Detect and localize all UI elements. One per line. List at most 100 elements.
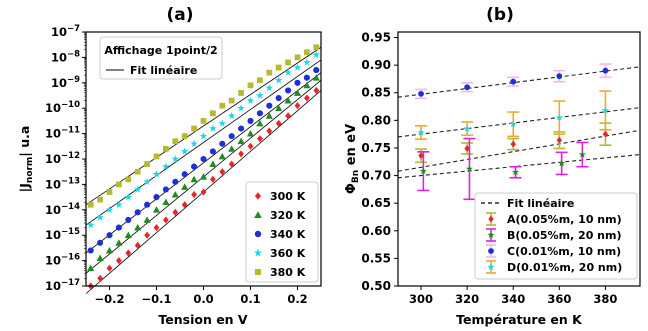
panel-a-data-point xyxy=(125,249,132,257)
panel-a-data-point xyxy=(218,119,227,127)
panel-a-data-point xyxy=(313,44,320,51)
panel-b-legend-fit-label: Fit linéaire xyxy=(507,197,574,210)
panel-b-y-tick-label: 0.90 xyxy=(361,58,391,72)
panel-b-y-tick-label: 0.55 xyxy=(361,251,391,265)
panel-a-data-point xyxy=(125,216,132,224)
panel-a-data-point xyxy=(125,176,132,183)
panel-a-data-point xyxy=(237,104,245,112)
panel-a-data-point xyxy=(96,254,104,261)
panel-a-data-point xyxy=(171,190,179,198)
panel-a-data-point xyxy=(210,110,216,117)
panel-b-x-axis-label: Température en K xyxy=(456,312,583,327)
panel-a-y-tick-label: 10−12 xyxy=(45,151,80,166)
panel-a-data-point xyxy=(162,198,170,206)
panel-a-data-point xyxy=(86,221,95,229)
panel-a-data-point xyxy=(209,124,217,132)
panel-a-data-point xyxy=(294,79,301,86)
panel-b-data-point xyxy=(602,67,609,74)
panel-a-data-point xyxy=(87,264,95,272)
panel-a-y-tick-label: 10−17 xyxy=(45,278,80,293)
panel-b-x-tick-label: 360 xyxy=(547,292,571,306)
panel-a-x-tick-label: 0.0 xyxy=(193,292,213,306)
panel-b-data-point xyxy=(510,140,516,148)
panel-b-label: (b) xyxy=(486,5,514,25)
panel-b-y-tick-label: 0.65 xyxy=(361,196,391,210)
panel-a-data-point xyxy=(153,153,160,160)
panel-a-info-box: Affichage 1point/2 Fit linéaire xyxy=(99,36,223,80)
panel-a-data-point xyxy=(227,111,236,120)
panel-a-data-point xyxy=(116,181,122,188)
panel-a-data-point xyxy=(134,209,141,216)
panel-b-data-point xyxy=(602,130,609,138)
panel-a-data-point xyxy=(266,102,273,109)
panel-a-data-point xyxy=(303,58,311,66)
panel-a-data-point xyxy=(275,119,282,128)
panel-a-legend-marker xyxy=(254,268,262,276)
panel-b-data-point xyxy=(419,167,427,175)
panel-a-data-point xyxy=(228,133,235,140)
panel-a-data-point xyxy=(284,68,292,76)
panel-a-fit-line xyxy=(85,46,322,206)
panel-a-data-point xyxy=(266,127,273,135)
panel-a-data-point xyxy=(200,118,207,124)
panel-a-data-point xyxy=(97,274,103,282)
panel-a-data-point xyxy=(134,241,141,249)
panel-a-legend: 300 K 320 K 340 K 360 K 380 K xyxy=(245,181,319,283)
panel-b-y-tick-label: 0.70 xyxy=(361,169,391,183)
panel-a-y-tick-label: 10−10 xyxy=(45,100,80,115)
panel-a-data-point xyxy=(200,188,207,196)
panel-b-data-point xyxy=(556,73,563,80)
panel-a-data-point xyxy=(228,145,236,152)
panel-a-data-point xyxy=(152,170,161,178)
panel-a-data-point xyxy=(163,216,169,224)
panel-a-data-point xyxy=(181,133,188,140)
panel-a-data-point xyxy=(143,216,151,223)
panel-a-data-point xyxy=(256,119,264,127)
panel-a-data-point xyxy=(228,160,235,168)
panel-b-x-tick-label: 380 xyxy=(593,292,617,306)
panel-a-data-point xyxy=(87,201,94,208)
panel-a-data-point xyxy=(191,125,197,132)
panel-a-data-point xyxy=(190,139,198,147)
panel-b-legend-marker xyxy=(488,215,494,223)
panel-a-data-point xyxy=(180,147,189,155)
panel-b-legend-marker xyxy=(487,231,495,239)
panel-a-info-box-title: Affichage 1point/2 xyxy=(104,44,217,57)
panel-a-data-point xyxy=(162,162,170,170)
panel-a-label: (a) xyxy=(166,5,193,25)
panel-b-data-point xyxy=(510,78,517,85)
panel-a-data-point xyxy=(134,168,141,175)
panel-a-data-point xyxy=(294,54,301,61)
panel-a-data-point xyxy=(105,246,114,254)
panel-a-data-point xyxy=(238,125,245,132)
panel-a-data-point xyxy=(87,247,94,254)
panel-a-data-point xyxy=(257,77,263,84)
panel-a-data-point xyxy=(153,223,160,232)
panel-a-data-point xyxy=(275,94,282,102)
panel-a-y-tick-label: 10−15 xyxy=(45,227,80,242)
panel-b-fit-line xyxy=(397,66,641,98)
panel-a-data-point xyxy=(190,175,198,183)
panel-a-y-tick-label: 10−13 xyxy=(45,176,80,191)
panel-a-data-point xyxy=(247,117,254,124)
panel-b-fit-line xyxy=(397,129,641,172)
panel-a-data-point xyxy=(181,201,188,209)
panel-b-data-point xyxy=(418,90,424,97)
panel-b-y-tick-label: 0.75 xyxy=(361,141,391,155)
panel-a-data-point xyxy=(313,86,320,95)
panel-a-data-point xyxy=(228,97,235,104)
panel-a-data-point xyxy=(199,173,208,180)
panel-a-data-point xyxy=(115,200,123,208)
panel-a-chart: (a) −0.2 −0.1 0.0 0.1 0.2 10−1710−1610−1510−… xyxy=(17,5,322,327)
panel-a-data-point xyxy=(219,102,226,109)
panel-a-data-point xyxy=(172,178,179,185)
panel-a-data-point xyxy=(238,90,244,96)
panel-a-legend-label: 380 K xyxy=(270,266,306,279)
panel-a-data-point xyxy=(97,196,103,203)
panel-b-x-tick-label: 320 xyxy=(455,292,479,306)
panel-b-plot-frame xyxy=(397,31,641,287)
panel-b-data-point xyxy=(463,124,471,132)
panel-b-x-ticks: 300 320 340 360 380 xyxy=(409,286,617,306)
panel-b-data-point xyxy=(601,106,609,114)
